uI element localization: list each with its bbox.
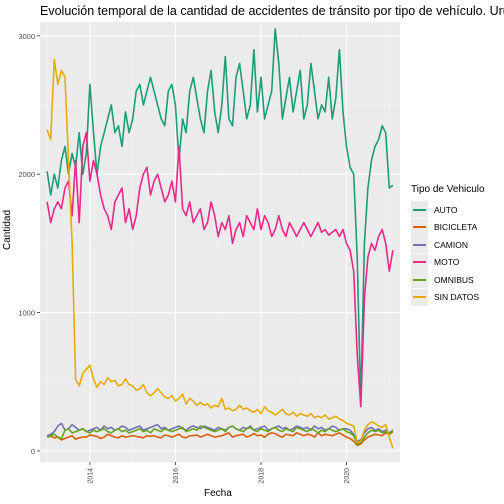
x-tick-label: 2020 [344,468,351,484]
series-line-camion [46,422,394,443]
legend-item: BICICLETA [411,218,485,237]
legend-label: BICICLETA [434,222,478,233]
x-tick-label: 2016 [173,468,180,484]
plot-background [40,22,400,462]
legend-item: CAMION [411,236,485,254]
series-line-moto [46,131,394,408]
y-axis-label: Cantidad [2,209,13,250]
series-line-auto [46,28,394,404]
chart-title: Evolución temporal de la cantidad de acc… [40,4,504,18]
y-tick-label: 0 [31,447,35,456]
legend-item: SIN DATOS [411,288,485,307]
legend-key [411,288,428,306]
legend-item: AUTO [411,201,485,219]
legend-label: AUTO [434,204,458,215]
legend-label: OMNIBUS [434,274,474,285]
legend-key [411,271,428,289]
series-line-omnibus [46,425,394,445]
legend-key [411,201,428,219]
legend-title: Tipo de Vehiculo [411,184,485,195]
legend-item: MOTO [411,253,485,272]
y-tick-label: 1000 [18,309,35,318]
legend-key [411,236,428,254]
x-tick-label: 2014 [87,468,94,484]
legend-label: SIN DATOS [434,292,480,303]
legend-key [411,253,428,271]
x-tick-label: 2018 [258,468,265,484]
y-tick-label: 3000 [18,32,35,41]
x-axis-label: Fecha [204,488,232,499]
legend-label: MOTO [434,257,460,268]
legend-item: OMNIBUS [411,271,485,289]
series-line-sin-datos [46,58,394,449]
legend-key [411,218,428,236]
legend-label: CAMION [434,239,468,250]
series-line-bicicleta [46,430,394,447]
legend: Tipo de Vehiculo AUTO BICICLETA CAMION MOTO… [411,184,485,306]
y-tick-label: 2000 [18,170,35,179]
